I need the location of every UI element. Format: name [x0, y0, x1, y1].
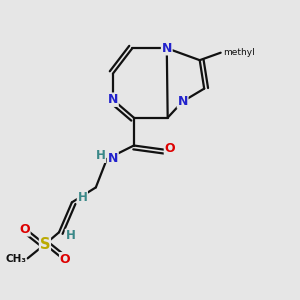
Text: CH₃: CH₃	[5, 254, 26, 264]
Text: H: H	[96, 149, 106, 163]
Text: N: N	[178, 95, 188, 108]
Text: N: N	[108, 93, 118, 106]
Text: N: N	[108, 152, 118, 166]
Text: H: H	[65, 230, 75, 242]
Text: O: O	[60, 253, 70, 266]
Text: methyl: methyl	[223, 48, 255, 57]
Text: S: S	[40, 237, 50, 252]
Text: O: O	[164, 142, 175, 155]
Text: H: H	[77, 190, 87, 203]
Text: O: O	[19, 223, 30, 236]
Text: N: N	[162, 42, 172, 55]
